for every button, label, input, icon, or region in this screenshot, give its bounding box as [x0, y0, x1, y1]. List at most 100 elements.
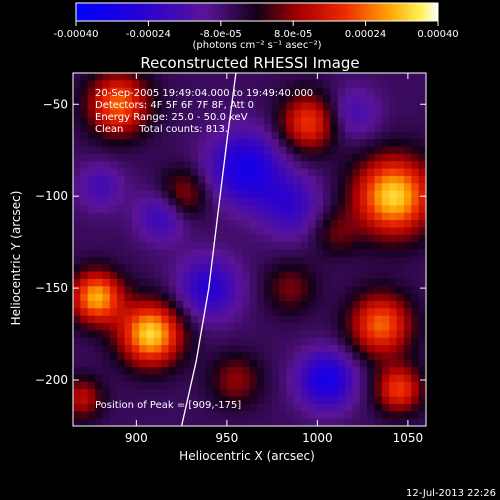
heatmap-cell	[117, 271, 126, 280]
heatmap-cell	[271, 95, 280, 104]
heatmap-cell	[109, 345, 118, 354]
heatmap-cell	[168, 168, 177, 177]
heatmap-cell	[271, 198, 280, 206]
heatmap-cell	[411, 131, 420, 140]
heatmap-cell	[205, 271, 214, 280]
heatmap-cell	[205, 315, 214, 324]
heatmap-cell	[278, 109, 287, 118]
heatmap-cell	[131, 183, 140, 192]
heatmap-cell	[198, 73, 206, 81]
heatmap-cell	[124, 73, 133, 81]
heatmap-cell	[323, 242, 331, 251]
heatmap-cell	[139, 352, 148, 361]
heatmap-cell	[345, 286, 354, 295]
heatmap-cell	[205, 190, 214, 199]
heatmap-cell	[286, 389, 295, 398]
heatmap-cell	[381, 153, 390, 162]
heatmap-cell	[175, 205, 184, 214]
heatmap-cell	[87, 212, 96, 221]
heatmap-cell	[95, 381, 104, 390]
heatmap-cell	[308, 190, 317, 199]
heatmap-cell	[153, 256, 162, 265]
heatmap-cell	[73, 359, 81, 368]
heatmap-cell	[411, 345, 420, 354]
heatmap-cell	[278, 308, 287, 317]
heatmap-cell	[293, 337, 302, 346]
heatmap-cell	[286, 234, 295, 243]
heatmap-cell	[337, 227, 346, 236]
heatmap-cell	[286, 95, 295, 104]
heatmap-cell	[278, 381, 287, 390]
heatmap-cell	[278, 396, 287, 405]
heatmap-cell	[175, 80, 184, 89]
heatmap-cell	[227, 80, 236, 89]
heatmap-cell	[293, 146, 302, 155]
heatmap-cell	[190, 403, 199, 412]
heatmap-cell	[153, 330, 162, 339]
heatmap-cell	[234, 102, 243, 111]
heatmap-cell	[131, 87, 140, 96]
heatmap-cell	[117, 109, 126, 118]
heatmap-cell	[73, 293, 81, 302]
heatmap-cell	[161, 109, 170, 118]
heatmap-cell	[264, 139, 273, 148]
heatmap-cell	[403, 256, 412, 265]
heatmap-cell	[139, 175, 148, 184]
heatmap-cell	[396, 249, 405, 258]
heatmap-cell	[242, 300, 251, 309]
heatmap-cell	[190, 139, 199, 148]
heatmap-cell	[153, 73, 162, 81]
heatmap-cell	[168, 293, 177, 302]
heatmap-cell	[264, 381, 273, 390]
heatmap-cell	[352, 131, 361, 140]
heatmap-cell	[146, 374, 155, 383]
heatmap-cell	[300, 271, 309, 280]
heatmap-cell	[198, 80, 206, 89]
heatmap-cell	[205, 198, 214, 206]
heatmap-cell	[161, 205, 170, 214]
heatmap-cell	[403, 190, 412, 199]
heatmap-cell	[139, 139, 148, 148]
heatmap-cell	[131, 109, 140, 118]
heatmap-cell	[95, 153, 104, 162]
heatmap-cell	[323, 73, 331, 81]
heatmap-cell	[146, 418, 155, 426]
heatmap-cell	[109, 293, 118, 302]
heatmap-cell	[345, 403, 354, 412]
heatmap-cell	[117, 381, 126, 390]
heatmap-cell	[183, 161, 192, 170]
heatmap-cell	[95, 411, 104, 420]
heatmap-cell	[80, 293, 89, 302]
heatmap-cell	[337, 374, 346, 383]
heatmap-cell	[308, 323, 317, 331]
heatmap-cell	[345, 205, 354, 214]
heatmap-cell	[396, 117, 405, 126]
heatmap-cell	[389, 109, 398, 118]
heatmap-cell	[337, 389, 346, 398]
heatmap-cell	[234, 234, 243, 243]
heatmap-cell	[323, 286, 331, 295]
heatmap-cell	[359, 278, 368, 287]
heatmap-cell	[205, 374, 214, 383]
heatmap-cell	[161, 293, 170, 302]
heatmap-cell	[234, 227, 243, 236]
heatmap-cell	[234, 330, 243, 339]
heatmap-cell	[131, 381, 140, 390]
heatmap-cell	[131, 389, 140, 398]
heatmap-cell	[286, 109, 295, 118]
heatmap-cell	[249, 374, 258, 383]
heatmap-cell	[264, 234, 273, 243]
heatmap-cell	[234, 131, 243, 140]
heatmap-cell	[205, 161, 214, 170]
heatmap-cell	[227, 73, 236, 81]
heatmap-cell	[139, 146, 148, 155]
heatmap-cell	[300, 220, 309, 229]
heatmap-cell	[212, 168, 221, 177]
heatmap-cell	[403, 403, 412, 412]
heatmap-cell	[212, 278, 221, 287]
heatmap-cell	[131, 278, 140, 287]
heatmap-cell	[389, 278, 398, 287]
heatmap-cell	[256, 308, 265, 317]
heatmap-cell	[117, 227, 126, 236]
heatmap-cell	[374, 161, 383, 170]
